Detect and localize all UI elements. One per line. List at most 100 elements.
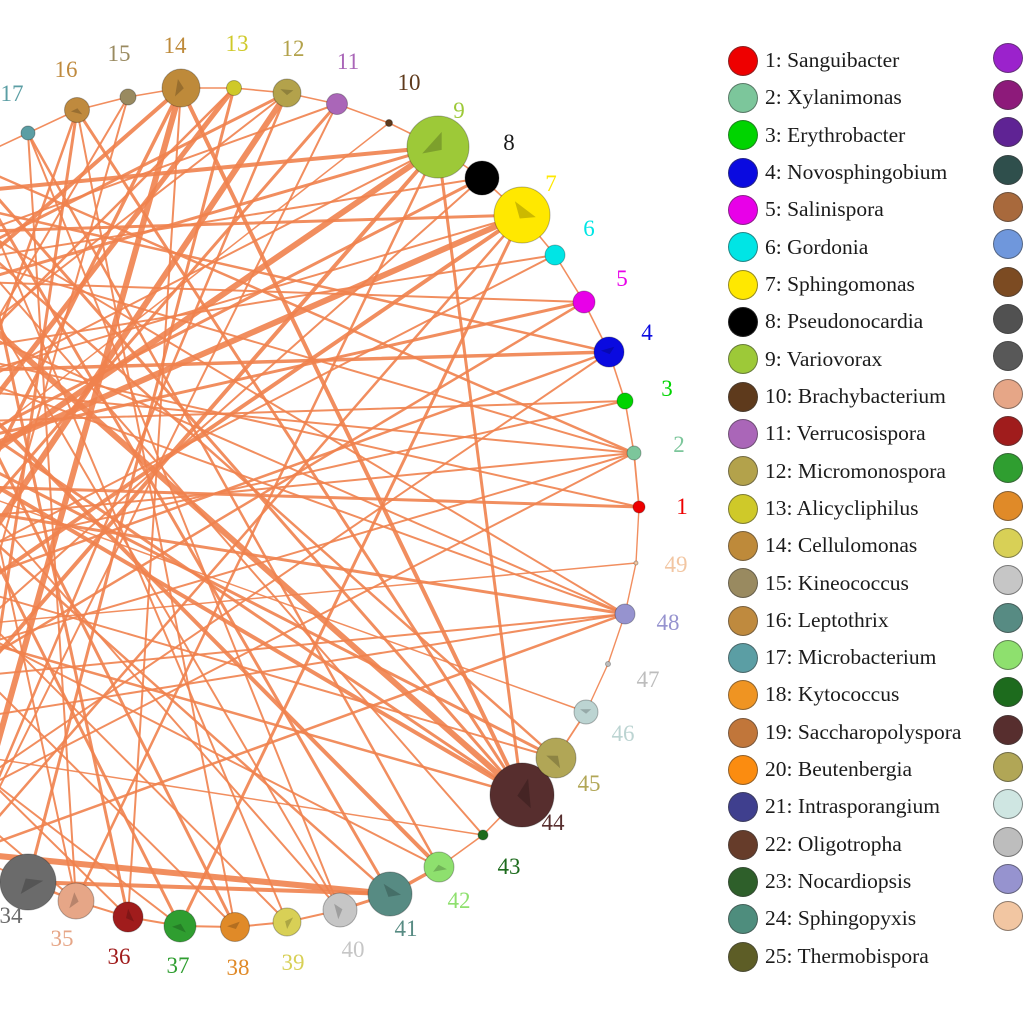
legend-label-16: 16: Leptothrix (765, 607, 889, 632)
legend-entry-12: 12: Micromonospora (728, 453, 961, 490)
edge-4-28 (0, 350, 611, 573)
legend-dot-12 (728, 456, 758, 487)
legend-entry-20: 20: Beutenbergia (728, 751, 961, 788)
legend-entry-21: 21: Intrasporangium (728, 789, 961, 826)
node-label-9: 9 (453, 98, 465, 123)
network-node-48 (614, 603, 636, 625)
network-node-12 (272, 78, 302, 108)
network-node-10 (385, 119, 393, 127)
network-node-34 (0, 853, 57, 911)
edge-5-21 (0, 281, 585, 303)
legend-column-2 (993, 39, 1023, 935)
legend-entry-1: 1: Sanguibacter (728, 42, 961, 79)
legend-entry-39 (993, 524, 1023, 561)
node-label-38: 38 (227, 955, 250, 980)
node-label-2: 2 (673, 432, 685, 457)
edge-37-21 (0, 564, 182, 928)
network-node-8 (464, 160, 500, 196)
node-label-48: 48 (657, 610, 680, 635)
network-node-47 (605, 661, 611, 667)
network-node-5 (572, 290, 596, 314)
edge-34-41 (26, 880, 392, 896)
network-node-6 (544, 244, 566, 266)
node-watermark-wedge-9 (422, 131, 442, 154)
edge-35-19 (0, 543, 77, 902)
legend-dot-38 (993, 490, 1023, 521)
legend-dot-30 (993, 191, 1023, 222)
node-label-8: 8 (503, 130, 515, 155)
legend-entry-10: 10: Brachybacterium (728, 378, 961, 415)
network-node-15 (119, 88, 137, 106)
legend-entry-16: 16: Leptothrix (728, 602, 961, 639)
legend-dot-44 (993, 714, 1023, 745)
legend-label-13: 13: Alicycliphilus (765, 495, 919, 520)
legend-label-1: 1: Sanguibacter (765, 47, 900, 72)
legend-dot-29 (993, 154, 1023, 185)
network-node-44 (489, 762, 555, 828)
node-watermark-wedge-45 (546, 755, 561, 769)
legend-label-4: 4: Novosphingobium (765, 159, 948, 184)
node-watermark-wedge-41 (383, 883, 401, 897)
legend-label-5: 5: Salinispora (765, 197, 884, 222)
node-label-17: 17 (1, 81, 24, 106)
edge-1-2 (633, 452, 640, 508)
legend-label-7: 7: Sphingomonas (765, 271, 915, 296)
legend-label-2: 2: Xylanimonas (765, 85, 902, 110)
network-node-17 (20, 125, 36, 141)
legend-dot-3 (728, 120, 758, 151)
node-label-1: 1 (676, 494, 688, 519)
legend-entry-33 (993, 300, 1023, 337)
legend-entry-17: 17: Microbacterium (728, 639, 961, 676)
node-watermark-wedge-38 (227, 921, 240, 929)
legend-entry-7: 7: Sphingomonas (728, 266, 961, 303)
node-label-44: 44 (542, 810, 566, 835)
legend-label-20: 20: Beutenbergia (765, 757, 913, 782)
edge-17-18 (0, 132, 29, 147)
legend-dot-43 (993, 677, 1023, 708)
legend-entry-49 (993, 898, 1023, 935)
network-node-35 (57, 882, 95, 920)
legend-entry-44 (993, 711, 1023, 748)
legend-dot-21 (728, 792, 758, 823)
legend-dot-10 (728, 381, 758, 412)
network-node-49 (633, 560, 639, 566)
edge-7-29 (0, 213, 524, 575)
legend-label-23: 23: Nocardiopsis (765, 869, 912, 894)
edge-9-35 (74, 145, 440, 903)
network-node-2 (626, 445, 642, 461)
node-label-14: 14 (164, 33, 188, 58)
legend-dot-31 (993, 229, 1023, 260)
node-watermark-wedge-34 (20, 878, 44, 894)
edge-16-30 (0, 108, 79, 332)
legend-dot-17 (728, 642, 758, 673)
network-node-40 (322, 892, 358, 928)
node-watermark-wedge-4 (600, 346, 615, 355)
legend-entry-14: 14: Cellulomonas (728, 527, 961, 564)
node-watermark-wedge-35 (69, 892, 79, 909)
legend-dot-25 (728, 941, 758, 972)
edge-2-32 (0, 452, 635, 781)
network-node-42 (423, 851, 455, 883)
edge-7-20 (0, 213, 524, 233)
node-label-39: 39 (282, 950, 305, 975)
edge-12-22 (0, 91, 289, 240)
network-node-37 (163, 909, 197, 943)
edge-38-25 (0, 691, 236, 928)
legend-dot-18 (728, 680, 758, 711)
legend-label-14: 14: Cellulomonas (765, 533, 918, 558)
node-label-11: 11 (337, 49, 359, 74)
legend-entry-35 (993, 375, 1023, 412)
legend-dot-27 (993, 79, 1023, 110)
edge-5-25 (0, 300, 586, 435)
node-label-41: 41 (395, 916, 418, 941)
network-node-36 (112, 901, 144, 933)
legend-entry-38 (993, 487, 1023, 524)
legend-dot-41 (993, 602, 1023, 633)
legend-label-11: 11: Verrucosispora (765, 421, 926, 446)
legend-dot-8 (728, 306, 758, 337)
legend-label-6: 6: Gordonia (765, 234, 869, 259)
edge-42-26 (0, 642, 440, 868)
legend-entry-22: 22: Oligotropha (728, 826, 961, 863)
legend-entry-46 (993, 786, 1023, 823)
node-label-7: 7 (545, 171, 557, 196)
